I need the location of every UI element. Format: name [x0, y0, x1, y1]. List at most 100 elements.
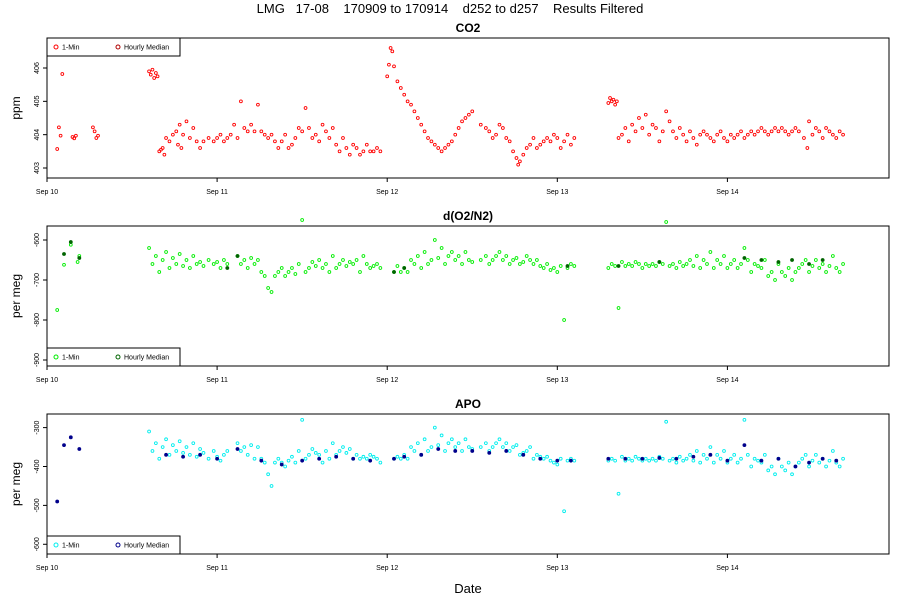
hourly-point — [334, 454, 339, 459]
data-point — [708, 445, 713, 449]
data-point — [177, 122, 182, 127]
x-tick-label: Sep 11 — [206, 189, 228, 196]
data-point — [432, 425, 437, 430]
data-point — [759, 266, 764, 270]
data-point — [167, 139, 172, 144]
data-point — [147, 429, 151, 434]
data-point — [167, 266, 172, 270]
data-point — [810, 264, 815, 268]
data-point — [171, 256, 175, 260]
data-point — [667, 264, 672, 268]
data-point — [831, 254, 835, 258]
data-point — [640, 126, 645, 130]
data-point — [303, 456, 308, 461]
hourly-point — [538, 456, 543, 461]
data-point — [150, 262, 155, 266]
data-point — [698, 266, 703, 270]
data-point — [269, 132, 274, 137]
legend-label: 1-Min — [62, 45, 80, 52]
x-tick-label: Sep 14 — [716, 565, 738, 572]
data-point — [276, 456, 281, 461]
data-point — [800, 456, 805, 461]
hourly-point — [820, 456, 825, 461]
legend-label: Hourly Median — [124, 355, 169, 362]
data-point — [688, 452, 692, 457]
data-point — [341, 445, 345, 449]
hourly-point — [68, 435, 73, 440]
hourly-point — [759, 458, 764, 463]
hourly-point — [640, 456, 645, 461]
data-point — [640, 266, 645, 270]
legend-label: Hourly Median — [124, 543, 169, 550]
data-point — [783, 468, 788, 473]
hourly-point — [487, 450, 492, 455]
data-point — [516, 162, 521, 167]
hourly-point — [392, 456, 396, 461]
series-1-min — [55, 46, 845, 167]
x-tick-label: Sep 14 — [716, 377, 738, 384]
data-point — [390, 49, 395, 54]
data-point — [827, 129, 832, 134]
hourly-point — [215, 456, 220, 461]
data-point — [344, 146, 349, 150]
data-point — [511, 258, 515, 262]
data-point — [769, 129, 774, 134]
data-point — [337, 149, 342, 154]
data-point — [198, 260, 202, 264]
data-point — [371, 454, 376, 459]
data-point — [609, 262, 614, 266]
data-point — [218, 132, 223, 137]
hourly-point — [691, 454, 696, 459]
hourly-point — [235, 254, 240, 258]
data-point — [504, 441, 509, 446]
data-point — [449, 139, 454, 144]
data-point — [198, 447, 202, 451]
data-point — [188, 266, 192, 270]
data-point — [436, 443, 441, 447]
data-point — [429, 445, 434, 449]
data-point — [419, 122, 424, 127]
data-point — [211, 449, 216, 453]
data-point — [497, 122, 502, 127]
data-point — [507, 139, 512, 144]
data-point — [273, 274, 277, 278]
data-point — [92, 129, 97, 134]
data-point — [528, 258, 532, 262]
data-point — [225, 136, 230, 140]
data-point — [620, 260, 624, 264]
data-point — [654, 126, 658, 130]
data-point — [443, 449, 447, 453]
series-hourly-median — [62, 240, 825, 274]
data-point — [341, 258, 345, 262]
data-point — [91, 125, 95, 130]
data-point — [810, 458, 815, 463]
data-point — [320, 460, 325, 465]
data-point — [752, 456, 757, 461]
panel-3: APO per meg -600 -500 -400 -300 Sep 10 Sep 11 Se… — [9, 397, 890, 572]
data-point — [242, 258, 247, 262]
data-point — [174, 262, 179, 266]
hourly-point — [279, 462, 284, 467]
data-point — [484, 126, 488, 130]
data-point — [786, 266, 791, 270]
data-point — [303, 106, 308, 110]
data-point — [711, 266, 716, 270]
data-point — [545, 262, 549, 266]
hourly-point — [725, 458, 730, 463]
data-point — [310, 447, 315, 451]
data-point — [211, 262, 216, 266]
data-point — [307, 126, 311, 130]
legend-marker-1-min — [53, 354, 59, 360]
x-tick-label: Sep 13 — [546, 377, 568, 384]
data-point — [518, 159, 522, 164]
hourly-point — [62, 252, 66, 256]
data-point — [405, 456, 410, 461]
data-point — [412, 262, 417, 266]
legend-box — [46, 535, 181, 555]
data-point — [814, 126, 818, 130]
legend: 1-Min Hourly Median — [46, 37, 181, 57]
data-point — [266, 472, 270, 477]
data-point — [358, 270, 362, 274]
data-point — [157, 456, 162, 461]
data-point — [60, 72, 65, 76]
